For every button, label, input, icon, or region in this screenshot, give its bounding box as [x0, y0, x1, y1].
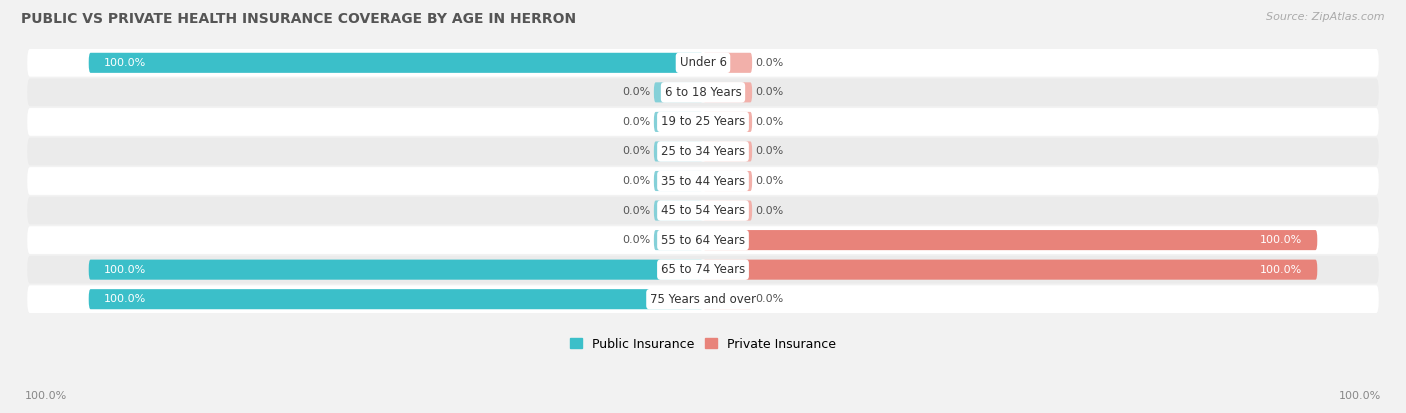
- FancyBboxPatch shape: [703, 260, 1317, 280]
- FancyBboxPatch shape: [703, 230, 1317, 250]
- Text: 100.0%: 100.0%: [25, 391, 67, 401]
- Text: 55 to 64 Years: 55 to 64 Years: [661, 234, 745, 247]
- Text: 100.0%: 100.0%: [1339, 391, 1381, 401]
- FancyBboxPatch shape: [27, 226, 1379, 254]
- Text: 35 to 44 Years: 35 to 44 Years: [661, 175, 745, 188]
- Text: PUBLIC VS PRIVATE HEALTH INSURANCE COVERAGE BY AGE IN HERRON: PUBLIC VS PRIVATE HEALTH INSURANCE COVER…: [21, 12, 576, 26]
- Legend: Public Insurance, Private Insurance: Public Insurance, Private Insurance: [565, 332, 841, 356]
- FancyBboxPatch shape: [89, 53, 703, 73]
- FancyBboxPatch shape: [654, 200, 703, 221]
- FancyBboxPatch shape: [27, 285, 1379, 313]
- Text: 100.0%: 100.0%: [1260, 235, 1302, 245]
- FancyBboxPatch shape: [703, 53, 752, 73]
- FancyBboxPatch shape: [89, 289, 703, 309]
- Text: 0.0%: 0.0%: [623, 235, 651, 245]
- Text: 100.0%: 100.0%: [104, 265, 146, 275]
- Text: 19 to 25 Years: 19 to 25 Years: [661, 115, 745, 128]
- Text: 100.0%: 100.0%: [104, 58, 146, 68]
- Text: 0.0%: 0.0%: [755, 176, 783, 186]
- Text: 25 to 34 Years: 25 to 34 Years: [661, 145, 745, 158]
- Text: 0.0%: 0.0%: [623, 147, 651, 157]
- Text: 75 Years and over: 75 Years and over: [650, 293, 756, 306]
- FancyBboxPatch shape: [27, 167, 1379, 195]
- FancyBboxPatch shape: [703, 82, 752, 102]
- FancyBboxPatch shape: [27, 108, 1379, 136]
- FancyBboxPatch shape: [703, 141, 752, 161]
- FancyBboxPatch shape: [27, 49, 1379, 77]
- Text: 65 to 74 Years: 65 to 74 Years: [661, 263, 745, 276]
- FancyBboxPatch shape: [703, 200, 752, 221]
- FancyBboxPatch shape: [654, 230, 703, 250]
- Text: 0.0%: 0.0%: [623, 176, 651, 186]
- Text: 0.0%: 0.0%: [755, 58, 783, 68]
- Text: Under 6: Under 6: [679, 56, 727, 69]
- FancyBboxPatch shape: [27, 78, 1379, 106]
- Text: 0.0%: 0.0%: [623, 88, 651, 97]
- FancyBboxPatch shape: [27, 138, 1379, 165]
- Text: 100.0%: 100.0%: [104, 294, 146, 304]
- Text: Source: ZipAtlas.com: Source: ZipAtlas.com: [1267, 12, 1385, 22]
- FancyBboxPatch shape: [89, 260, 703, 280]
- Text: 45 to 54 Years: 45 to 54 Years: [661, 204, 745, 217]
- Text: 0.0%: 0.0%: [755, 88, 783, 97]
- FancyBboxPatch shape: [654, 141, 703, 161]
- Text: 0.0%: 0.0%: [623, 206, 651, 216]
- FancyBboxPatch shape: [703, 171, 752, 191]
- Text: 100.0%: 100.0%: [1260, 265, 1302, 275]
- Text: 0.0%: 0.0%: [755, 294, 783, 304]
- FancyBboxPatch shape: [654, 171, 703, 191]
- FancyBboxPatch shape: [27, 256, 1379, 283]
- FancyBboxPatch shape: [654, 82, 703, 102]
- FancyBboxPatch shape: [27, 197, 1379, 224]
- FancyBboxPatch shape: [703, 112, 752, 132]
- Text: 0.0%: 0.0%: [623, 117, 651, 127]
- FancyBboxPatch shape: [654, 112, 703, 132]
- Text: 0.0%: 0.0%: [755, 117, 783, 127]
- Text: 0.0%: 0.0%: [755, 147, 783, 157]
- Text: 6 to 18 Years: 6 to 18 Years: [665, 86, 741, 99]
- FancyBboxPatch shape: [703, 289, 752, 309]
- Text: 0.0%: 0.0%: [755, 206, 783, 216]
